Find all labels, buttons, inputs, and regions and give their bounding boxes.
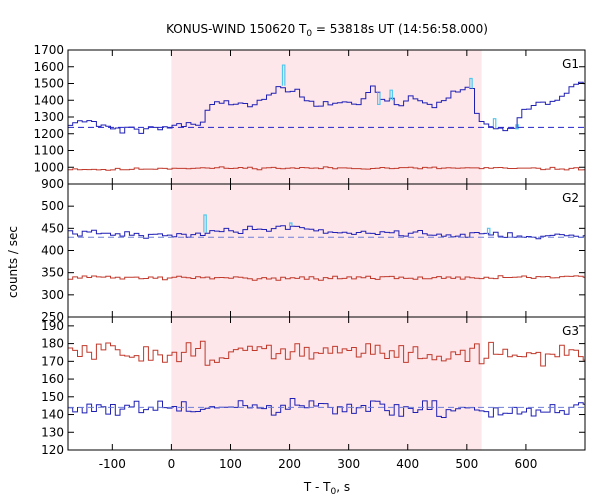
y-tick-label: 160: [41, 372, 64, 386]
series-group: [68, 214, 585, 281]
fine-resolution-spike: [492, 118, 497, 129]
y-tick-label: 1200: [33, 127, 64, 141]
panel-label: G1: [562, 57, 579, 71]
x-axis-label: T - T0, s: [303, 480, 350, 497]
series-mid-band: [68, 225, 585, 240]
series-group: [68, 64, 585, 171]
fine-resolution-spike: [515, 124, 519, 130]
series-soft-band: [68, 275, 585, 281]
y-tick-label: 1600: [33, 60, 64, 74]
series-soft-band: [68, 166, 585, 171]
y-tick-label: 450: [41, 221, 64, 235]
panel-g2: 250 300 350 400 450 500 G2: [41, 183, 586, 324]
y-tick-label: 1000: [33, 160, 64, 174]
x-tick-label: 500: [455, 457, 478, 471]
x-tick-label: 600: [514, 457, 537, 471]
y-tick-label: 1100: [33, 144, 64, 158]
fine-resolution-spike: [203, 214, 207, 233]
panel-g1: 900 1000 1100 1200 1300 1400 1500 1600 1700 G1: [33, 43, 586, 191]
fine-resolution-spike: [288, 222, 293, 227]
y-tick-label: 1400: [33, 93, 64, 107]
series-soft-band: [68, 340, 585, 367]
series-mid-band: [68, 398, 585, 418]
series-mid-band: [68, 81, 585, 134]
y-tick-label: 300: [41, 288, 64, 302]
y-tick-label: 250: [41, 310, 64, 324]
fine-resolution-spike: [486, 227, 491, 235]
fine-resolution-spike: [377, 92, 381, 106]
y-tick-label: 130: [41, 425, 64, 439]
y-tick-label: 500: [41, 199, 64, 213]
panels-group: 90010001100120013001400150016001700G1250…: [33, 43, 586, 471]
y-axis-label: counts / sec: [6, 226, 20, 298]
panel-label: G3: [562, 324, 579, 338]
x-tick-label: -100: [99, 457, 126, 471]
x-tick-label: 400: [396, 457, 419, 471]
series-group: [68, 340, 585, 418]
y-tick-label: 900: [41, 177, 64, 191]
x-tick-label: 100: [219, 457, 242, 471]
y-tick-label: 1500: [33, 77, 64, 91]
fine-resolution-spike: [389, 89, 393, 101]
fine-resolution-spike: [281, 64, 286, 86]
y-tick-label: 180: [41, 337, 64, 351]
panel-label: G2: [562, 191, 579, 205]
shaded-interval: [171, 50, 482, 184]
y-tick-label: 120: [41, 443, 64, 457]
panel-frame: [67, 316, 586, 451]
y-tick-label: 400: [41, 244, 64, 258]
x-tick-label: 200: [278, 457, 301, 471]
x-tick-label: 0: [168, 457, 176, 471]
y-tick-label: 350: [41, 266, 64, 280]
y-tick-label: 1700: [33, 43, 64, 57]
shaded-interval: [171, 184, 482, 317]
y-tick-label: 170: [41, 354, 64, 368]
y-tick-label: 1300: [33, 110, 64, 124]
y-tick-label: 150: [41, 390, 64, 404]
y-tick-label: 140: [41, 408, 64, 422]
panel-g3: 120 130 140 150 160 170 180 190 G3: [41, 316, 586, 457]
chart-title: KONUS-WIND 150620 T0 = 53818s UT (14:56:…: [166, 22, 488, 39]
y-tick-label: 190: [41, 319, 64, 333]
fine-resolution-spike: [469, 77, 473, 89]
shaded-interval: [171, 317, 482, 450]
x-tick-label: 300: [337, 457, 360, 471]
